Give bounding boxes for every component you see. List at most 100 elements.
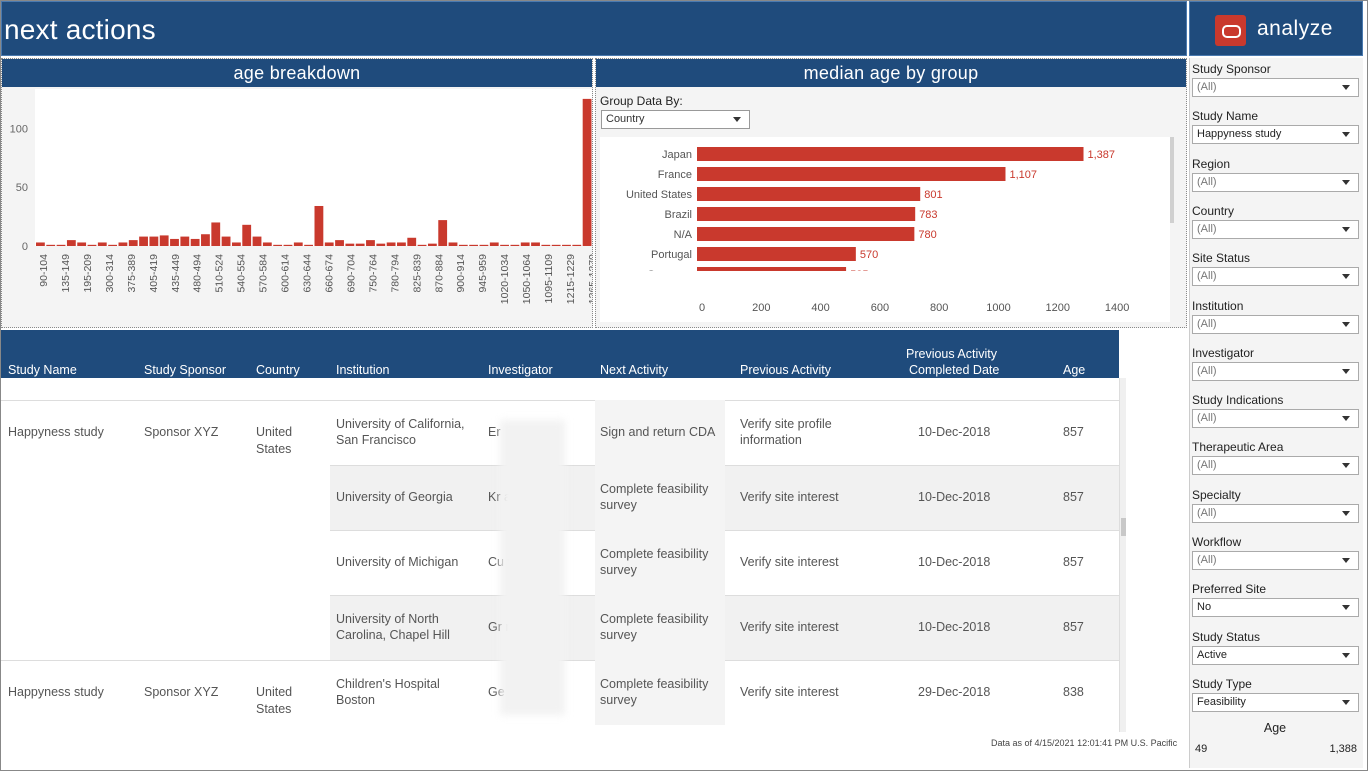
x-tick-label: 570-584 <box>258 254 270 293</box>
median-age-title: median age by group <box>596 59 1186 87</box>
chevron-down-icon <box>1342 226 1350 232</box>
median-bar <box>697 147 1084 161</box>
histogram-bar <box>479 244 489 246</box>
age-breakdown-title: age breakdown <box>2 59 592 87</box>
filter-dropdown[interactable]: (All) <box>1192 314 1359 334</box>
histogram-bar <box>252 236 262 246</box>
previous-activity-cell: Verify site interest <box>740 620 839 634</box>
filter-dropdown[interactable]: (All) <box>1192 551 1359 570</box>
median-bar <box>697 247 856 261</box>
age-cell: 857 <box>1063 555 1084 569</box>
histogram-bar <box>66 240 76 246</box>
filter-dropdown[interactable]: (All) <box>1192 361 1359 381</box>
histogram-bar <box>458 244 468 246</box>
histogram-bar <box>376 243 386 246</box>
chevron-down-icon <box>733 117 741 122</box>
col-prev-date-line2[interactable]: Completed Date <box>909 363 1000 377</box>
col-country[interactable]: Country <box>256 363 300 377</box>
filter-dropdown[interactable]: No <box>1192 598 1359 618</box>
age-filter-min: 49 <box>1195 743 1208 755</box>
page-title: next actions <box>4 14 156 45</box>
histogram-bar <box>128 240 138 246</box>
col-next-activity[interactable]: Next Activity <box>600 363 669 377</box>
x-tick-label: 480-494 <box>192 254 204 293</box>
category-label: Germany <box>647 269 693 281</box>
y-tick-label: 50 <box>16 182 28 194</box>
chevron-down-icon <box>1342 274 1350 280</box>
filter-dropdown[interactable]: (All) <box>1192 456 1359 476</box>
sponsor-cell: Sponsor XYZ <box>144 425 219 439</box>
filter-label: Study Indications <box>1192 393 1284 408</box>
filter-dropdown[interactable]: (All) <box>1192 503 1359 523</box>
x-tick-label: 405-419 <box>148 254 160 293</box>
x-tick-label: 1020-1034 <box>499 254 511 304</box>
value-label: 801 <box>924 189 942 201</box>
value-label: 783 <box>919 209 937 221</box>
x-tick-label: 630-644 <box>302 254 314 293</box>
histogram-bar <box>572 244 582 246</box>
study-name-cell: Happyness study <box>8 425 104 439</box>
histogram-bar <box>355 243 365 246</box>
histogram-bar <box>231 242 241 246</box>
filter-dropdown[interactable]: Happyness study <box>1192 125 1359 145</box>
histogram-bar <box>427 243 437 246</box>
next-activity-cell: Sign and return CDA <box>600 425 716 439</box>
histogram-bar <box>211 222 221 246</box>
filter-value: No <box>1197 601 1212 614</box>
filter-dropdown[interactable]: (All) <box>1192 219 1359 239</box>
col-previous-activity[interactable]: Previous Activity <box>740 363 832 377</box>
chevron-down-icon <box>1342 463 1350 469</box>
age-cell: 857 <box>1063 620 1084 634</box>
filter-dropdown[interactable]: (All) <box>1192 267 1359 287</box>
value-label: 570 <box>860 249 878 261</box>
histogram-bar <box>77 242 87 246</box>
bars-group: Japan 1,387 France 1,107 United States 801 Bra… <box>626 147 1115 281</box>
col-study-sponsor[interactable]: Study Sponsor <box>144 363 226 377</box>
histogram-bar <box>489 242 499 246</box>
institution-cell: Children's Hospital <box>336 677 440 691</box>
chevron-down-icon <box>1342 321 1350 327</box>
filter-dropdown[interactable]: Active <box>1192 645 1359 665</box>
filter-dropdown[interactable]: (All) <box>1192 78 1359 97</box>
filter-dropdown[interactable]: (All) <box>1192 409 1359 429</box>
x-tick-label: 375-389 <box>126 254 138 293</box>
country-cell-line2: States <box>256 442 292 456</box>
x-tick-label: 300-314 <box>104 254 116 293</box>
group-by-dropdown[interactable]: Country <box>601 110 750 129</box>
col-investigator[interactable]: Investigator <box>488 363 553 377</box>
completed-date-cell: 10-Dec-2018 <box>918 425 991 439</box>
value-label: 1,107 <box>1009 169 1037 181</box>
x-tick-label: 780-794 <box>389 254 401 293</box>
histogram-bar <box>149 236 159 246</box>
table-scrollbar[interactable] <box>1119 378 1126 732</box>
x-tick-label: 510-524 <box>214 254 226 293</box>
next-activity-cell: Complete feasibility <box>600 612 709 626</box>
x-tick-label: 0 <box>699 302 705 314</box>
histogram-bar <box>201 234 210 246</box>
next-activity-cell-line2: survey <box>600 628 637 642</box>
histogram-bar <box>541 244 551 246</box>
filter-dropdown[interactable]: Feasibility <box>1192 692 1359 712</box>
chevron-down-icon <box>1342 605 1350 611</box>
col-study-name[interactable]: Study Name <box>8 363 77 377</box>
scrollbar-thumb[interactable] <box>1121 518 1126 536</box>
histogram-bar <box>582 98 592 246</box>
x-tick-label: 825-839 <box>411 254 423 293</box>
median-bar <box>697 167 1006 181</box>
col-prev-date-line1[interactable]: Previous Activity <box>906 347 998 361</box>
histogram-bar <box>366 240 375 246</box>
oracle-logo-icon <box>1215 15 1246 46</box>
col-age[interactable]: Age <box>1063 363 1086 377</box>
x-tick-label: 400 <box>811 302 829 314</box>
filter-dropdown[interactable]: (All) <box>1192 172 1359 192</box>
histogram-bar <box>345 243 355 246</box>
histogram-bar <box>56 244 66 246</box>
age-filter-max: 1,388 <box>1329 743 1357 755</box>
x-tick-label: 195-209 <box>82 254 94 293</box>
x-tick-label: 900-914 <box>455 254 467 293</box>
age-breakdown-chart: 0 50 100 90-104 135-149 195-209 300-314 375-389… <box>10 89 592 304</box>
col-institution[interactable]: Institution <box>336 363 390 377</box>
category-label: United States <box>626 189 693 201</box>
brand-name: analyze <box>1257 17 1333 40</box>
category-label: N/A <box>674 229 693 241</box>
